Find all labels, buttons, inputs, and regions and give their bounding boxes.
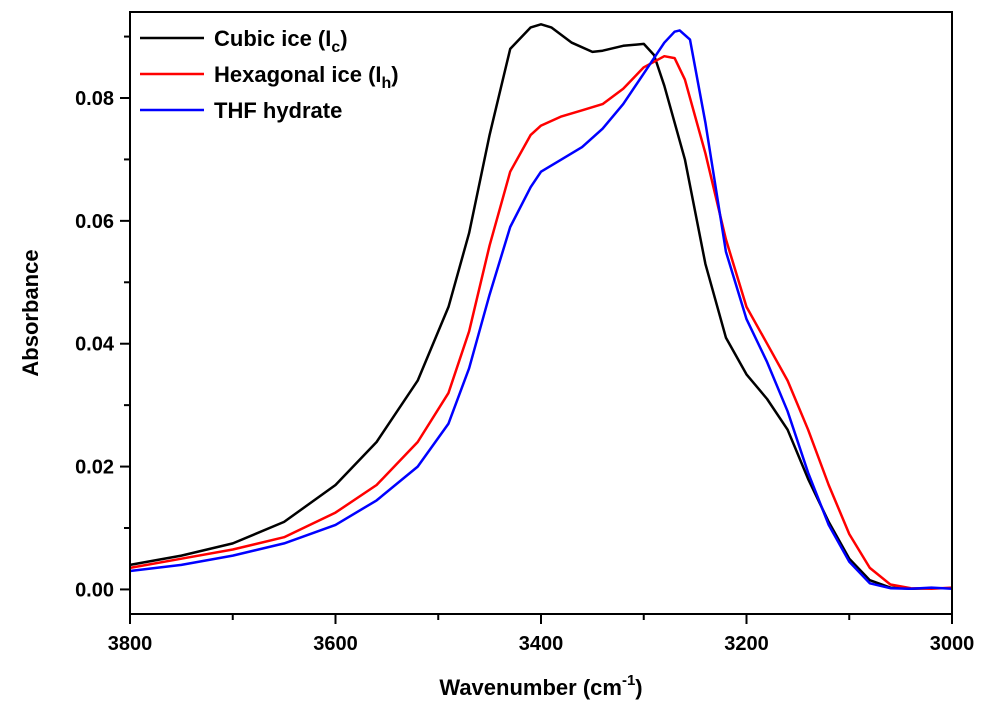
x-tick-label: 3000	[930, 633, 975, 655]
x-tick-label: 3400	[519, 633, 564, 655]
series-line-3	[129, 29, 953, 591]
x-tick-label: 3800	[108, 633, 153, 655]
series-line-1	[129, 23, 952, 591]
x-axis-title: Wavenumber (cm-1)	[439, 672, 642, 700]
legend: Cubic ice (Ic) Hexagonal ice (Ih) THF hydr…	[140, 26, 399, 123]
x-axis-title-tail: )	[635, 675, 642, 700]
legend-label-1: Cubic ice (Ic)	[214, 26, 348, 56]
x-axis-title-main: Wavenumber (cm	[439, 675, 622, 700]
series-line-2	[129, 54, 953, 591]
x-tick-label: 3600	[313, 633, 358, 655]
x-axis-title-sup: -1	[622, 672, 635, 689]
y-tick-label: 0.06	[75, 211, 114, 233]
y-tick-label: 0.08	[75, 88, 114, 110]
plot-area	[129, 23, 953, 591]
x-tick-label: 3200	[724, 633, 769, 655]
axes: 3800 3600 3400 3200 3000 0.00 0.02 0.04 0.06 0.08	[75, 11, 975, 655]
legend-label-2: Hexagonal ice (Ih)	[214, 62, 399, 92]
y-tick-label: 0.02	[75, 457, 114, 479]
axis-titles: Wavenumber (cm-1) Absorbance	[18, 249, 643, 700]
legend-label-3: THF hydrate	[214, 98, 342, 123]
y-tick-label: 0.00	[75, 579, 114, 601]
y-axis-title: Absorbance	[18, 249, 43, 376]
y-tick-label: 0.04	[75, 334, 115, 356]
